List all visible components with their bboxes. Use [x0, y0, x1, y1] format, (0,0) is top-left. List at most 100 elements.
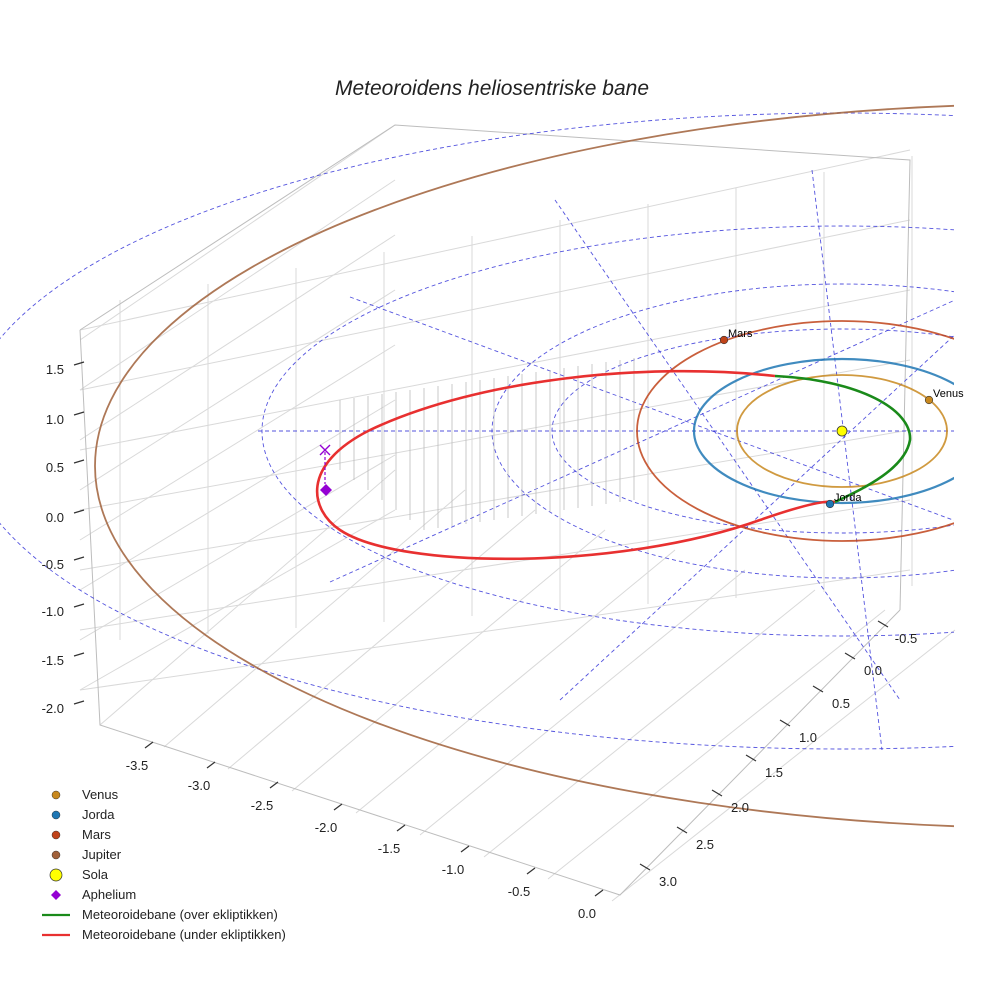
legend-label: Venus [82, 787, 119, 802]
y-tick-label: 3.0 [659, 874, 677, 889]
z-tick [73, 509, 85, 514]
grid-line [79, 454, 396, 641]
z-tick [73, 700, 85, 705]
legend-label: Mars [82, 827, 111, 842]
legend: Venus Jorda Mars Jupiter Sola Aphelium Meteoro… [42, 787, 286, 942]
y-tick [877, 620, 889, 628]
y-tick-label: 1.0 [799, 730, 817, 745]
chart-title: Meteoroidens heliosentriske bane [335, 77, 649, 100]
x-tick [269, 781, 279, 789]
x-tick-label: -3.5 [126, 758, 148, 773]
legend-marker [51, 810, 61, 820]
grid-line [227, 509, 536, 770]
legend-item: Sola [49, 867, 109, 882]
planet-label-venus: Venus [933, 388, 964, 400]
grid-line [79, 124, 396, 341]
z-tick-label: 0.5 [46, 460, 64, 475]
sun-marker [836, 425, 848, 437]
grid-line [79, 509, 396, 691]
grid-line [79, 289, 911, 451]
legend-item: Aphelium [51, 887, 136, 902]
y-tick [844, 652, 856, 660]
x-tick [594, 889, 604, 897]
legend-marker [51, 790, 61, 800]
legend-item: Jupiter [51, 847, 122, 862]
grid-line [419, 569, 746, 836]
x-tick [460, 845, 470, 853]
y-tick [676, 826, 688, 834]
ecliptic-spoke [554, 199, 901, 701]
z-tick-label: -1.0 [42, 604, 64, 619]
ecliptic-grid [0, 112, 954, 751]
z-tick-label: 0.0 [46, 510, 64, 525]
x-tick-label: -3.0 [188, 778, 210, 793]
z-tick-label: 1.5 [46, 362, 64, 377]
y-tick-label: 0.0 [864, 663, 882, 678]
z-tick [73, 556, 85, 561]
y-tick [711, 789, 723, 797]
z-tick [73, 361, 85, 366]
y-tick-label: 2.5 [696, 837, 714, 852]
x-tick [206, 761, 216, 769]
grid-line [163, 489, 466, 748]
y-tick-label: -0.5 [895, 631, 917, 646]
legend-label: Jupiter [82, 847, 122, 862]
ecliptic-spoke [329, 299, 954, 583]
grid-line [79, 234, 396, 441]
z-tick [73, 411, 85, 416]
legend-marker [51, 830, 61, 840]
legend-item: Mars [51, 827, 111, 842]
y-tick [745, 754, 757, 762]
planet-orbits [94, 105, 954, 827]
x-tick [526, 867, 536, 875]
axis-ticks: 1.5 1.0 0.5 0.0 -0.5 -1.0 -1.5 -2.0 -3.5 -3.0 -2.5… [42, 361, 917, 921]
planet-jorda [825, 499, 835, 509]
legend-item: Venus [51, 787, 119, 802]
planet-venus [924, 395, 934, 405]
grid-line [79, 399, 396, 591]
grid-line [79, 344, 396, 541]
y-tick [779, 719, 791, 727]
orbit-mars [636, 320, 954, 542]
grid-line [355, 549, 676, 814]
aphelion-projection-marker [319, 444, 331, 456]
grid-line [611, 629, 956, 902]
x-tick [333, 803, 343, 811]
x-tick-label: -1.5 [378, 841, 400, 856]
grid-line [99, 469, 396, 726]
ecliptic-spoke [349, 296, 954, 521]
legend-item: Meteoroidebane (under ekliptikken) [42, 927, 286, 942]
grid-line [79, 359, 911, 511]
legend-label: Sola [82, 867, 109, 882]
grid-line [79, 499, 911, 631]
orbit-segment-above [774, 374, 912, 504]
z-tick-label: -2.0 [42, 701, 64, 716]
legend-label: Aphelium [82, 887, 136, 902]
legend-item: Meteoroidebane (over ekliptikken) [42, 907, 278, 922]
legend-item: Jorda [51, 807, 115, 822]
z-tick [73, 652, 85, 657]
y-tick-label: 0.5 [832, 696, 850, 711]
grid-line [547, 609, 886, 880]
grid-line [79, 289, 396, 491]
aphelion-marker [320, 484, 332, 496]
orbit-segment-below [315, 369, 836, 561]
meteoroid-stems [339, 358, 635, 530]
x-tick [396, 824, 406, 832]
axis-box [79, 124, 911, 896]
y-tick-label: 1.5 [765, 765, 783, 780]
legend-label: Jorda [82, 807, 115, 822]
y-tick [639, 863, 651, 871]
grid-line [79, 149, 911, 331]
z-tick [73, 603, 85, 608]
grid-line [291, 529, 606, 792]
z-tick-label: -1.5 [42, 653, 64, 668]
legend-marker [51, 890, 61, 900]
grid-line [79, 569, 911, 691]
axis-panes [79, 124, 956, 902]
planet-mars [719, 335, 729, 345]
x-tick-label: -2.0 [315, 820, 337, 835]
x-tick-label: 0.0 [578, 906, 596, 921]
grid-line [79, 179, 396, 391]
